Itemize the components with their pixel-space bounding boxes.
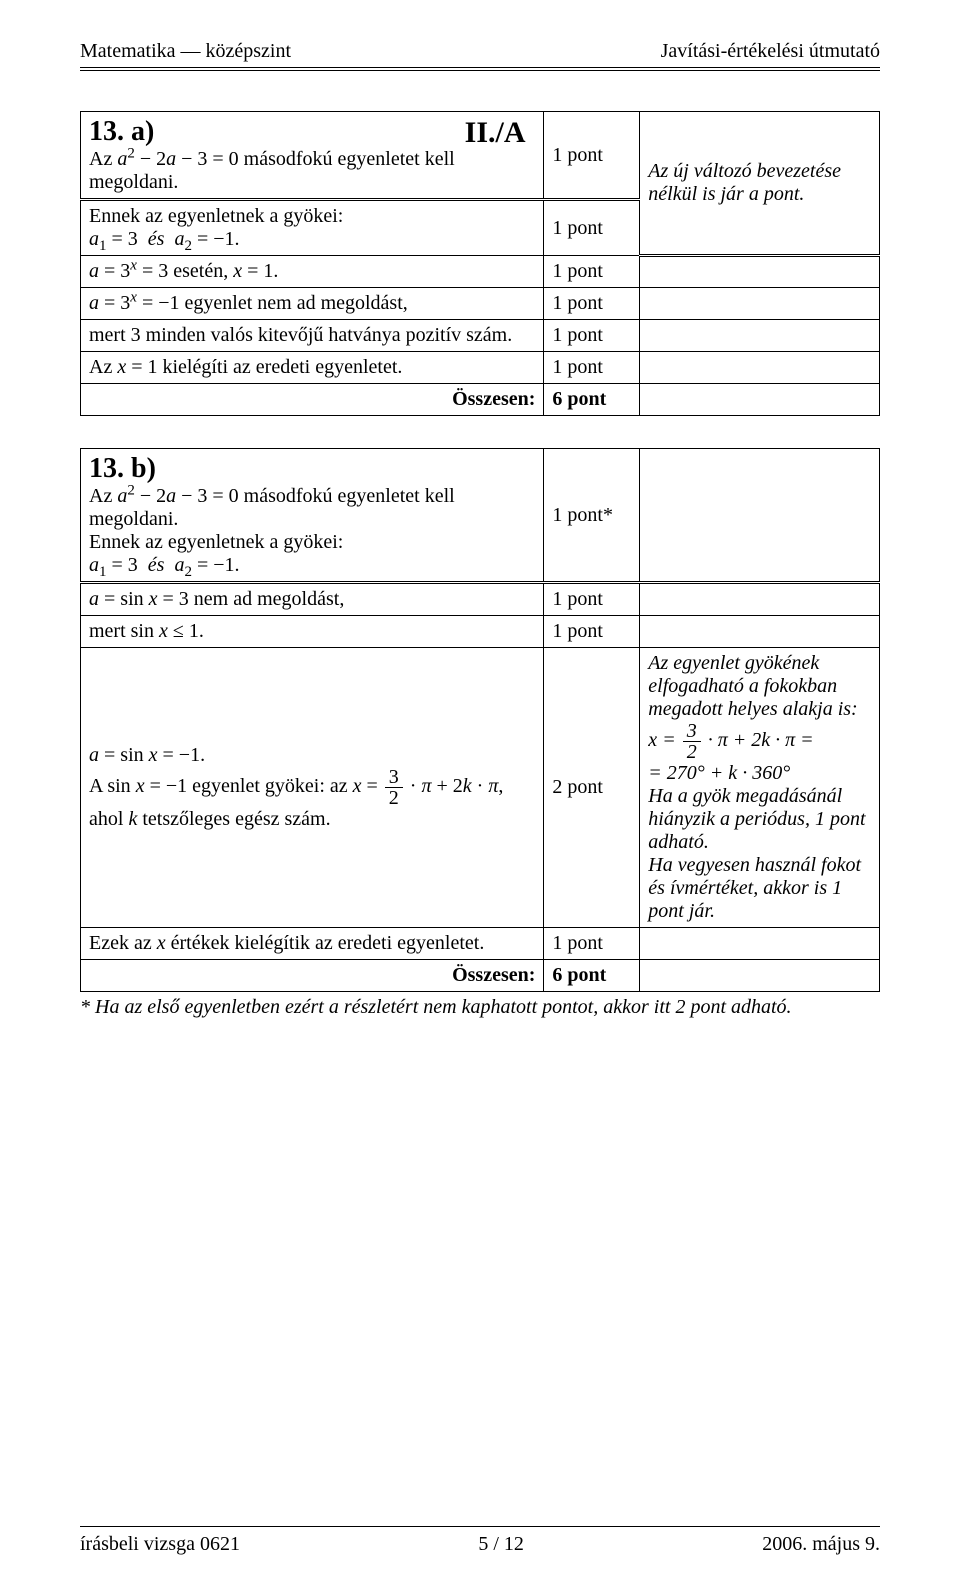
row-desc: a = sin x = −1. A sin x = −1 egyenlet gy… — [81, 648, 544, 928]
task-title-13b: 13. b) — [89, 453, 156, 484]
header-left: Matematika — középszint — [80, 40, 291, 63]
row-desc: a = sin x = 3 nem ad megoldást, — [81, 583, 544, 616]
row-points: 1 pont — [544, 616, 640, 648]
row-desc: a = 3x = −1 egyenlet nem ad megoldást, — [81, 288, 544, 320]
row-desc: Ezek az x értékek kielégítik az eredeti … — [81, 928, 544, 960]
footer-center: 5 / 12 — [478, 1533, 524, 1556]
row-points: 1 pont — [544, 320, 640, 352]
footer-right: 2006. május 9. — [762, 1533, 880, 1556]
row-desc: Az a2 − 2a − 3 = 0 másodfokú egyenletet … — [89, 485, 455, 576]
section-heading: II./A — [455, 116, 536, 150]
row-desc: mert sin x ≤ 1. — [81, 616, 544, 648]
table-13a: 13. a) Az a2 − 2a − 3 = 0 másodfokú egye… — [80, 111, 880, 416]
row-desc: mert 3 minden valós kitevőjű hatványa po… — [81, 320, 544, 352]
row-points: 1 pont — [544, 112, 640, 200]
task-title-13a: 13. a) — [89, 116, 154, 147]
row-points: 1 pont — [544, 288, 640, 320]
row-note: Az új változó bevezetése nélkül is jár a… — [640, 112, 880, 256]
row-desc: a = 3x = 3 esetén, x = 1. — [81, 256, 544, 288]
table-13b: 13. b) Az a2 − 2a − 3 = 0 másodfokú egye… — [80, 448, 880, 992]
row-points: 1 pont — [544, 200, 640, 256]
row-points: 2 pont — [544, 648, 640, 928]
row-points: 1 pont — [544, 928, 640, 960]
total-label: Összesen: — [81, 384, 544, 416]
total-label: Összesen: — [81, 960, 544, 992]
row-points: 1 pont — [544, 583, 640, 616]
total-points: 6 pont — [544, 384, 640, 416]
row-points: 1 pont* — [544, 449, 640, 583]
row-desc: Az x = 1 kielégíti az eredeti egyenletet… — [81, 352, 544, 384]
row-points: 1 pont — [544, 256, 640, 288]
footer-left: írásbeli vizsga 0621 — [80, 1533, 240, 1556]
footnote-13b: * Ha az első egyenletben ezért a részlet… — [80, 996, 880, 1019]
header-right: Javítási-értékelési útmutató — [661, 40, 880, 63]
row-note: Az egyenlet gyökének elfogadható a fokok… — [640, 648, 880, 928]
row-desc: Ennek az egyenletnek a gyökei: a1 = 3 és… — [81, 200, 544, 256]
row-desc: Az a2 − 2a − 3 = 0 másodfokú egyenletet … — [89, 148, 455, 193]
row-points: 1 pont — [544, 352, 640, 384]
total-points: 6 pont — [544, 960, 640, 992]
